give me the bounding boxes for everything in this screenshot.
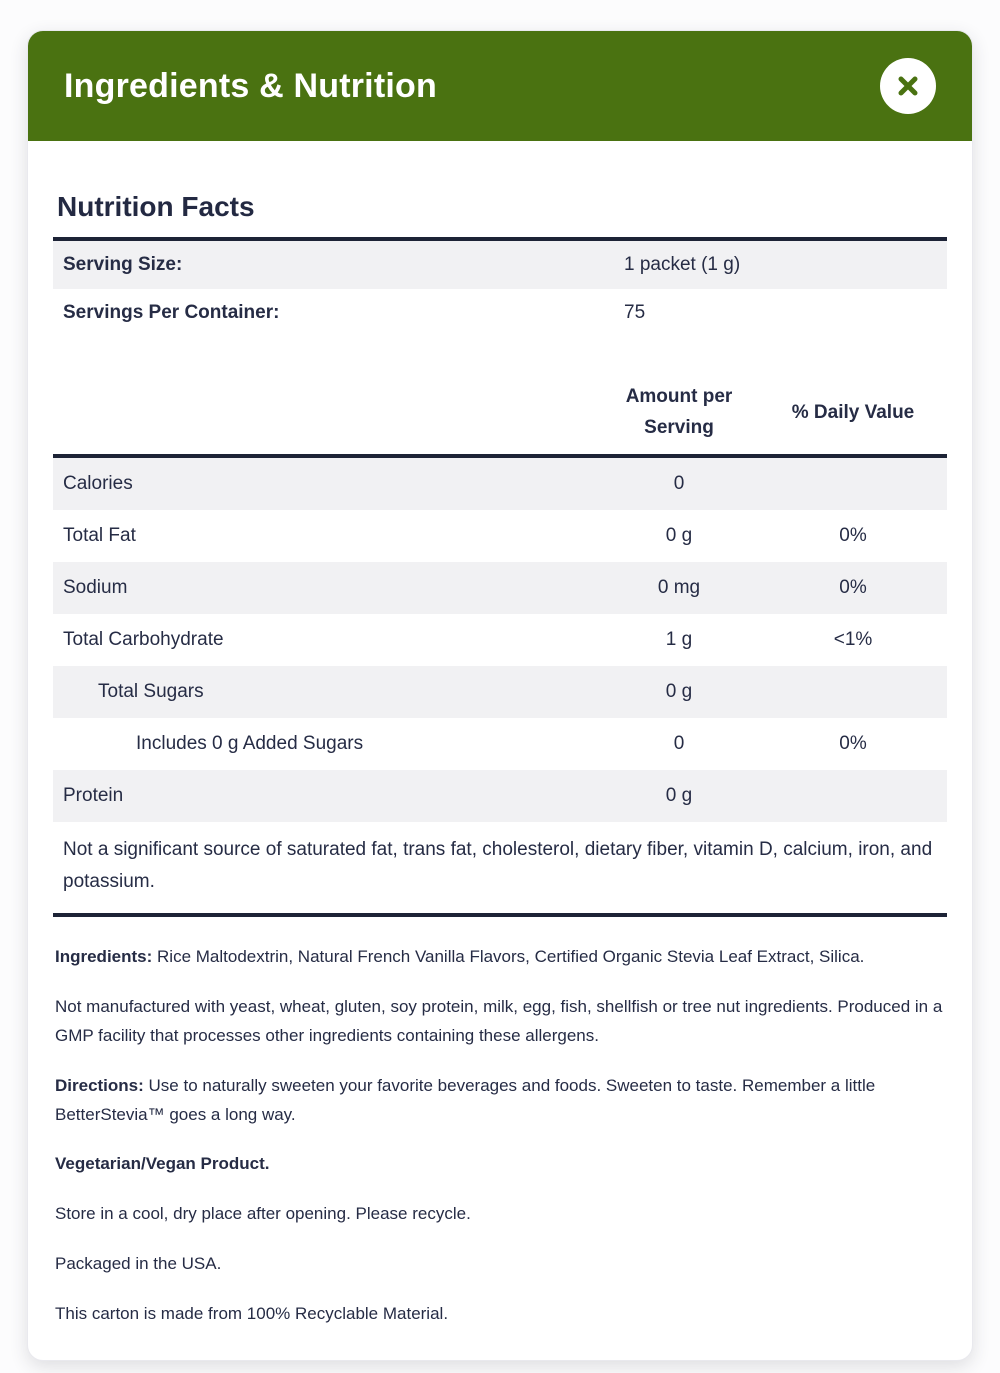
header-rule	[53, 453, 947, 458]
top-rule	[53, 237, 947, 241]
nutrition-row: Includes 0 g Added Sugars 0 0%	[53, 718, 947, 770]
modal-header: Ingredients & Nutrition	[28, 31, 972, 141]
nutrition-row: Protein 0 g	[53, 769, 947, 822]
serving-table: Serving Size: 1 packet (1 g) Servings Per …	[53, 241, 947, 337]
nutrition-row-label: Sodium	[63, 576, 128, 598]
column-header-daily-value: % Daily Value	[791, 401, 915, 423]
nutrition-row-daily-value: <1%	[833, 628, 873, 650]
modal-body: Nutrition Facts Serving Size: 1 packet (1…	[28, 191, 972, 1360]
nutrition-row: Total Fat 0 g 0%	[53, 510, 947, 562]
nutrition-row-amount: 0 g	[665, 524, 693, 546]
nutrition-table: Calories 0 Total Fat 0 g 0% Sodium 0 mg 0% Total…	[53, 457, 947, 822]
nutrition-row-label: Total Fat	[63, 524, 136, 546]
serving-row-value: 1 packet (1 g)	[624, 254, 741, 275]
detail-paragraph-label: Vegetarian/Vegan Product.	[55, 1154, 270, 1174]
nutrition-row-label: Total Sugars	[98, 680, 204, 702]
nutrition-row-daily-value: 0%	[839, 576, 867, 598]
detail-paragraph: Store in a cool, dry place after opening…	[55, 1204, 471, 1224]
detail-paragraph: Directions: Use to naturally sweeten you…	[55, 1075, 876, 1124]
column-header-amount: Amount per Serving	[625, 386, 733, 439]
nutrition-row-daily-value: 0%	[839, 732, 867, 754]
serving-row-label: Servings Per Container:	[63, 302, 280, 323]
serving-row: Serving Size: 1 packet (1 g)	[53, 241, 947, 289]
detail-paragraph: Packaged in the USA.	[55, 1254, 222, 1274]
serving-row-value: 75	[624, 302, 646, 323]
nutrition-row-amount: 0	[673, 472, 685, 494]
nutrition-row-label: Calories	[63, 472, 133, 494]
detail-paragraph: Ingredients: Rice Maltodextrin, Natural …	[55, 947, 865, 967]
detail-paragraph-label: Ingredients:	[55, 947, 158, 967]
serving-row-label: Serving Size:	[63, 254, 183, 275]
nutrition-row-amount: 0 mg	[657, 576, 701, 598]
modal-title: Ingredients & Nutrition	[64, 66, 437, 105]
nutrition-row: Total Sugars 0 g	[53, 665, 947, 718]
nutrition-row-amount: 0 g	[665, 784, 693, 806]
close-x-icon	[893, 71, 923, 101]
nutrition-row-amount: 1 g	[665, 628, 693, 650]
close-button[interactable]	[880, 58, 936, 114]
nutrition-footnote: Not a significant source of saturated fa…	[63, 838, 933, 893]
detail-paragraph-label: Directions:	[55, 1075, 149, 1095]
nutrition-row-amount: 0 g	[665, 680, 693, 702]
nutrition-row-amount: 0	[673, 732, 685, 754]
nutrition-row-label: Protein	[63, 784, 124, 806]
nutrition-row-label: Total Carbohydrate	[63, 628, 224, 650]
ingredients-nutrition-modal: Ingredients & Nutrition Nutrition Facts …	[27, 30, 973, 1362]
detail-paragraph: Vegetarian/Vegan Product.	[55, 1150, 947, 1179]
nutrition-row-daily-value: 0%	[839, 524, 867, 546]
nutrition-facts-title: Nutrition Facts	[57, 191, 255, 222]
nutrition-row: Total Carbohydrate 1 g <1%	[53, 614, 947, 666]
detail-paragraph: This carton is made from 100% Recyclable…	[55, 1304, 449, 1324]
serving-row: Servings Per Container: 75	[53, 289, 947, 337]
nutrition-row-label: Includes 0 g Added Sugars	[136, 732, 364, 754]
details-section: Ingredients: Rice Maltodextrin, Natural …	[53, 943, 947, 1329]
nutrition-row: Calories 0	[53, 457, 947, 510]
column-headers: Amount per Serving % Daily Value	[53, 381, 947, 454]
detail-paragraph: Not manufactured with yeast, wheat, glut…	[55, 996, 943, 1045]
nutrition-row: Sodium 0 mg 0%	[53, 561, 947, 614]
bottom-rule	[53, 913, 947, 918]
